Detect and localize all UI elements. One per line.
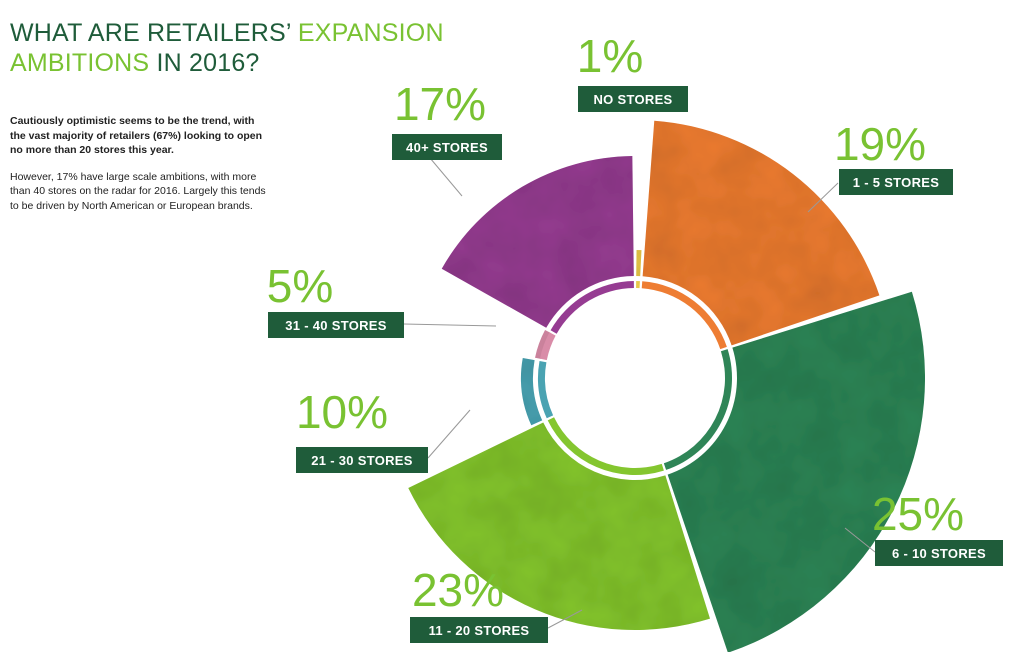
category-box-6-10-stores — [875, 540, 1003, 566]
ring-1-5-stores — [641, 281, 727, 350]
slice-1-5-stores — [642, 120, 880, 346]
ring-21-30-stores — [538, 360, 554, 419]
category-box-11-20-stores — [410, 617, 548, 643]
slice-no-stores — [636, 250, 642, 277]
leader-line-31-40-stores — [403, 323, 497, 327]
category-label-6-10-stores: 6 - 10 STORES — [892, 546, 986, 561]
title-part-3: AMBITIONS — [10, 49, 150, 77]
leader-line-21-30-stores — [427, 409, 471, 459]
title-part-1: WHAT ARE RETAILERS’ — [10, 19, 291, 47]
value-label-21-30-stores: 10% — [296, 386, 388, 438]
category-box-40-plus-stores — [392, 134, 502, 160]
value-label-6-10-stores: 25% — [872, 488, 964, 540]
value-label-1-5-stores: 19% — [834, 118, 926, 170]
ring-no-stores — [636, 281, 640, 289]
title-part-2: EXPANSION — [297, 19, 444, 47]
slice-11-20-stores — [408, 422, 710, 630]
slice-6-10-stores — [667, 291, 925, 652]
value-label-11-20-stores: 23% — [412, 564, 504, 616]
leader-line-6-10-stores — [844, 527, 876, 553]
leader-line-40-plus-stores — [429, 157, 463, 197]
chart-title: WHAT ARE RETAILERS’ EXPANSION AMBITIONS … — [10, 18, 444, 78]
category-box-1-5-stores — [839, 169, 953, 195]
leader-line-11-20-stores — [547, 609, 583, 629]
ring-6-10-stores — [663, 349, 733, 470]
intro-lead: Cautiously optimistic seems to be the tr… — [10, 115, 263, 156]
leader-line-1-5-stores — [807, 182, 839, 213]
category-label-1-5-stores: 1 - 5 STORES — [853, 175, 939, 190]
category-box-21-30-stores — [296, 447, 428, 473]
slice-21-30-stores — [520, 357, 543, 426]
category-label-40-plus-stores: 40+ STORES — [406, 140, 488, 155]
value-label-no-stores: 1% — [577, 30, 643, 82]
category-box-no-stores — [578, 86, 688, 112]
category-label-21-30-stores: 21 - 30 STORES — [311, 453, 413, 468]
intro-body: However, 17% have large scale ambitions,… — [10, 170, 266, 212]
value-label-31-40-stores: 5% — [267, 260, 333, 312]
category-label-no-stores: NO STORES — [593, 92, 672, 107]
intro-text: Cautiously optimistic seems to be the tr… — [10, 114, 272, 225]
category-label-11-20-stores: 11 - 20 STORES — [429, 623, 530, 638]
ring-31-40-stores — [539, 332, 556, 361]
value-label-40-plus-stores: 17% — [394, 78, 486, 130]
category-label-31-40-stores: 31 - 40 STORES — [285, 318, 387, 333]
ring-11-20-stores — [547, 417, 664, 476]
category-box-31-40-stores — [268, 312, 404, 338]
ring-40-plus-stores — [550, 281, 634, 334]
title-part-4: IN 2016? — [156, 49, 260, 77]
slice-40-plus-stores — [441, 156, 634, 328]
slice-31-40-stores — [535, 329, 551, 359]
